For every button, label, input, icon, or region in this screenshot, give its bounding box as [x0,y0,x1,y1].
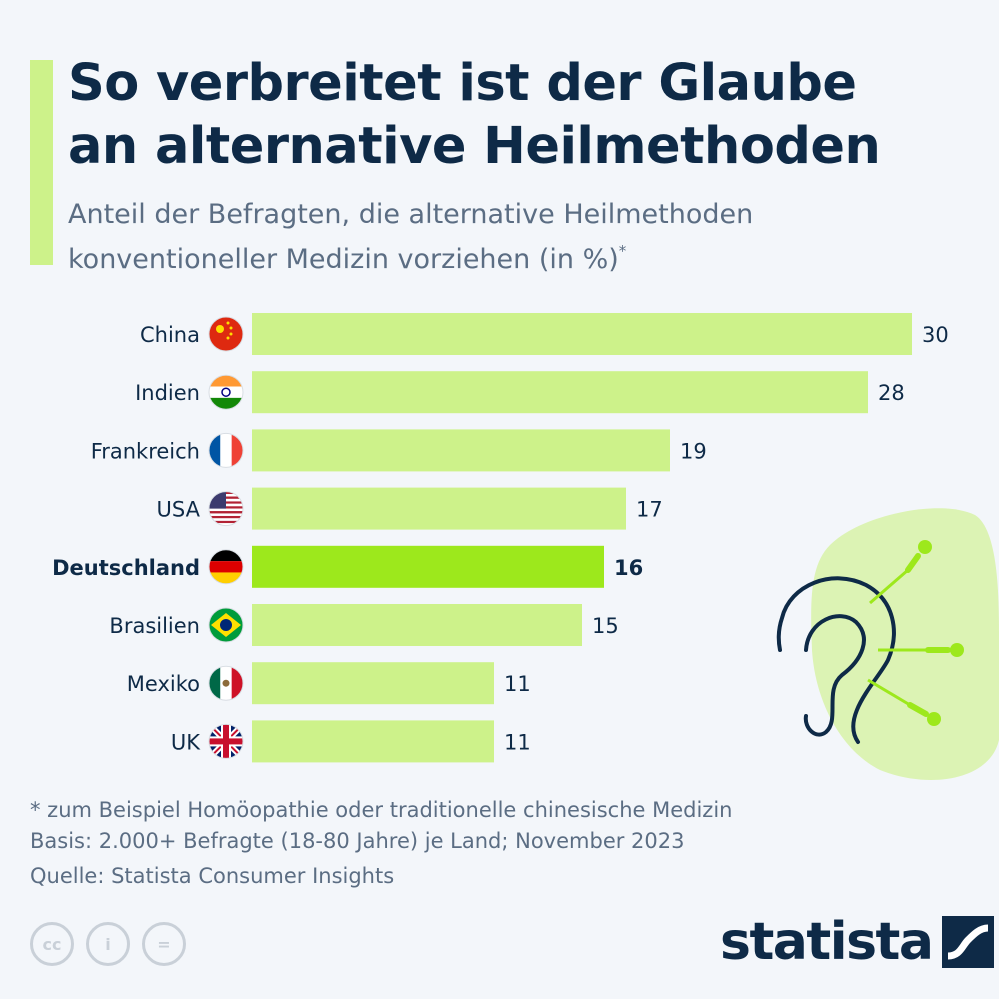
value-label: 30 [922,323,949,347]
category-label: China [140,323,200,347]
bar-uk [252,720,494,763]
title-line-2: an alternative Heilmethoden [68,117,881,176]
acupuncture-needle-icon [878,643,964,657]
bar-china [252,313,912,355]
license-icons: cc i = [30,922,186,966]
subtitle-footnote-mark: * [618,242,627,260]
china-flag-icon [208,316,244,352]
bar-frankreich [252,429,670,472]
subtitle-line-2-text: konventioneller Medizin vorziehen (in %) [68,244,619,275]
category-label: Deutschland [52,556,200,580]
india-flag-icon [208,374,244,410]
creative-commons-icon[interactable]: cc [30,922,74,966]
chart-title: So verbreitet ist der Glaube an alternat… [68,52,978,178]
category-label: UK [171,730,201,754]
subtitle-line-1: Anteil der Befragten, die alternative He… [68,199,754,230]
value-label: 11 [504,730,531,754]
bar-deutschland [252,545,604,588]
footnote-source: Quelle: Statista Consumer Insights [30,864,395,888]
category-label: Frankreich [91,439,200,463]
subtitle-line-2: konventioneller Medizin vorziehen (in %)… [68,233,968,278]
brand-wordmark: statista [720,912,934,972]
acupuncture-needle-icon [867,678,941,726]
category-label: Mexiko [127,672,200,696]
footnote-basis: Basis: 2.000+ Befragte (18-80 Jahre) je … [30,829,685,853]
germany-flag-icon [208,549,244,585]
usa-flag-icon [208,491,244,527]
illustration-blob [811,508,999,780]
statista-logo[interactable]: statista [720,912,995,972]
acupuncture-needle-icon [869,540,932,605]
value-label: 17 [636,498,663,522]
ear-illustration [776,508,999,780]
chart-subtitle: Anteil der Befragten, die alternative He… [68,196,968,278]
bar-brasilien [252,604,582,646]
france-flag-icon [208,432,244,468]
brazil-flag-icon [208,607,244,643]
category-label: USA [157,498,201,522]
ear-outline-icon [776,576,896,744]
attribution-icon[interactable]: i [86,922,130,966]
category-label: Indien [135,381,200,405]
value-label: 19 [680,439,707,463]
bar-indien [252,371,868,414]
value-label: 11 [504,672,531,696]
ear-inner-icon [803,614,866,737]
footnote-note: * zum Beispiel Homöopathie oder traditio… [30,798,733,822]
value-label: 15 [592,614,619,638]
bar-mexiko [252,662,494,705]
no-derivatives-icon[interactable]: = [142,922,186,966]
bars-layer: China 30 Indien 28 Frankreich 19 USA 17 Deutschl… [52,313,949,763]
statista-mark-icon [942,916,995,968]
bar-usa [252,487,626,530]
value-label: 16 [614,556,643,580]
uk-flag-icon [208,723,244,759]
value-label: 28 [878,381,905,405]
mexico-flag-icon [208,665,244,701]
category-label: Brasilien [109,614,200,638]
footnote-block: * zum Beispiel Homöopathie oder traditio… [30,795,732,892]
title-line-1: So verbreitet ist der Glaube [68,54,857,113]
title-accent-bar [30,60,53,265]
